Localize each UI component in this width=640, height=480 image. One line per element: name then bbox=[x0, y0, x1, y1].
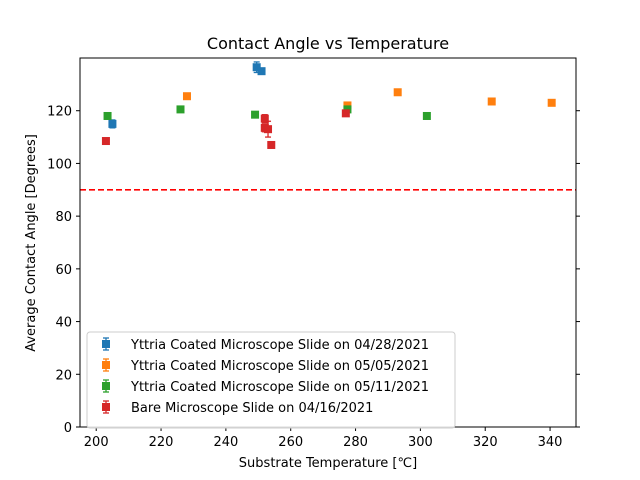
data-point-s2-p5 bbox=[547, 98, 556, 107]
data-point-s4-p5 bbox=[267, 140, 276, 149]
x-tick-label: 220 bbox=[149, 435, 174, 450]
data-point-s3-p1 bbox=[103, 111, 112, 120]
legend-marker bbox=[102, 382, 110, 390]
legend: Yttria Coated Microscope Slide on 04/28/… bbox=[86, 331, 456, 429]
data-point-s1-p1 bbox=[108, 119, 117, 128]
y-tick-label: 20 bbox=[55, 368, 72, 383]
legend-marker bbox=[102, 340, 110, 348]
x-axis-label: Substrate Temperature [℃] bbox=[239, 456, 417, 471]
data-point-s4-p1 bbox=[101, 137, 110, 146]
y-tick-label: 60 bbox=[55, 263, 72, 278]
data-point-s2-p4 bbox=[487, 97, 496, 106]
x-tick-label: 340 bbox=[538, 435, 563, 450]
data-point-s1-p2 bbox=[252, 63, 261, 72]
data-point-s4-p4 bbox=[264, 125, 273, 134]
legend-entry-label: Yttria Coated Microscope Slide on 05/11/… bbox=[130, 380, 429, 395]
y-tick-label: 0 bbox=[64, 421, 72, 436]
data-point-s1-p3 bbox=[257, 67, 266, 76]
legend-entry-label: Bare Microscope Slide on 04/16/2021 bbox=[131, 401, 373, 416]
x-tick-label: 300 bbox=[408, 435, 433, 450]
data-point-s3-p3 bbox=[251, 110, 260, 119]
data-point-s4-p2 bbox=[260, 114, 269, 123]
legend-marker bbox=[102, 361, 110, 369]
chart-title: Contact Angle vs Temperature bbox=[207, 34, 449, 53]
data-point-s3-p2 bbox=[176, 105, 185, 114]
x-tick-label: 240 bbox=[213, 435, 238, 450]
y-tick-label: 80 bbox=[55, 210, 72, 225]
x-tick-label: 200 bbox=[84, 435, 109, 450]
data-point-s3-p5 bbox=[422, 111, 431, 120]
y-tick-label: 40 bbox=[55, 316, 72, 331]
data-point-s4-p6 bbox=[341, 109, 350, 118]
y-axis-label: Average Contact Angle [Degrees] bbox=[24, 134, 39, 352]
legend-box bbox=[86, 331, 456, 429]
legend-entry-label: Yttria Coated Microscope Slide on 04/28/… bbox=[130, 338, 429, 353]
data-point-s2-p1 bbox=[182, 92, 191, 101]
x-tick-label: 260 bbox=[278, 435, 303, 450]
legend-entry-label: Yttria Coated Microscope Slide on 05/05/… bbox=[130, 359, 429, 374]
y-tick-label: 120 bbox=[47, 105, 72, 120]
legend-marker bbox=[102, 403, 110, 411]
x-tick-label: 320 bbox=[473, 435, 498, 450]
y-tick-label: 100 bbox=[47, 157, 72, 172]
data-point-s2-p3 bbox=[393, 88, 402, 97]
x-tick-label: 280 bbox=[343, 435, 368, 450]
